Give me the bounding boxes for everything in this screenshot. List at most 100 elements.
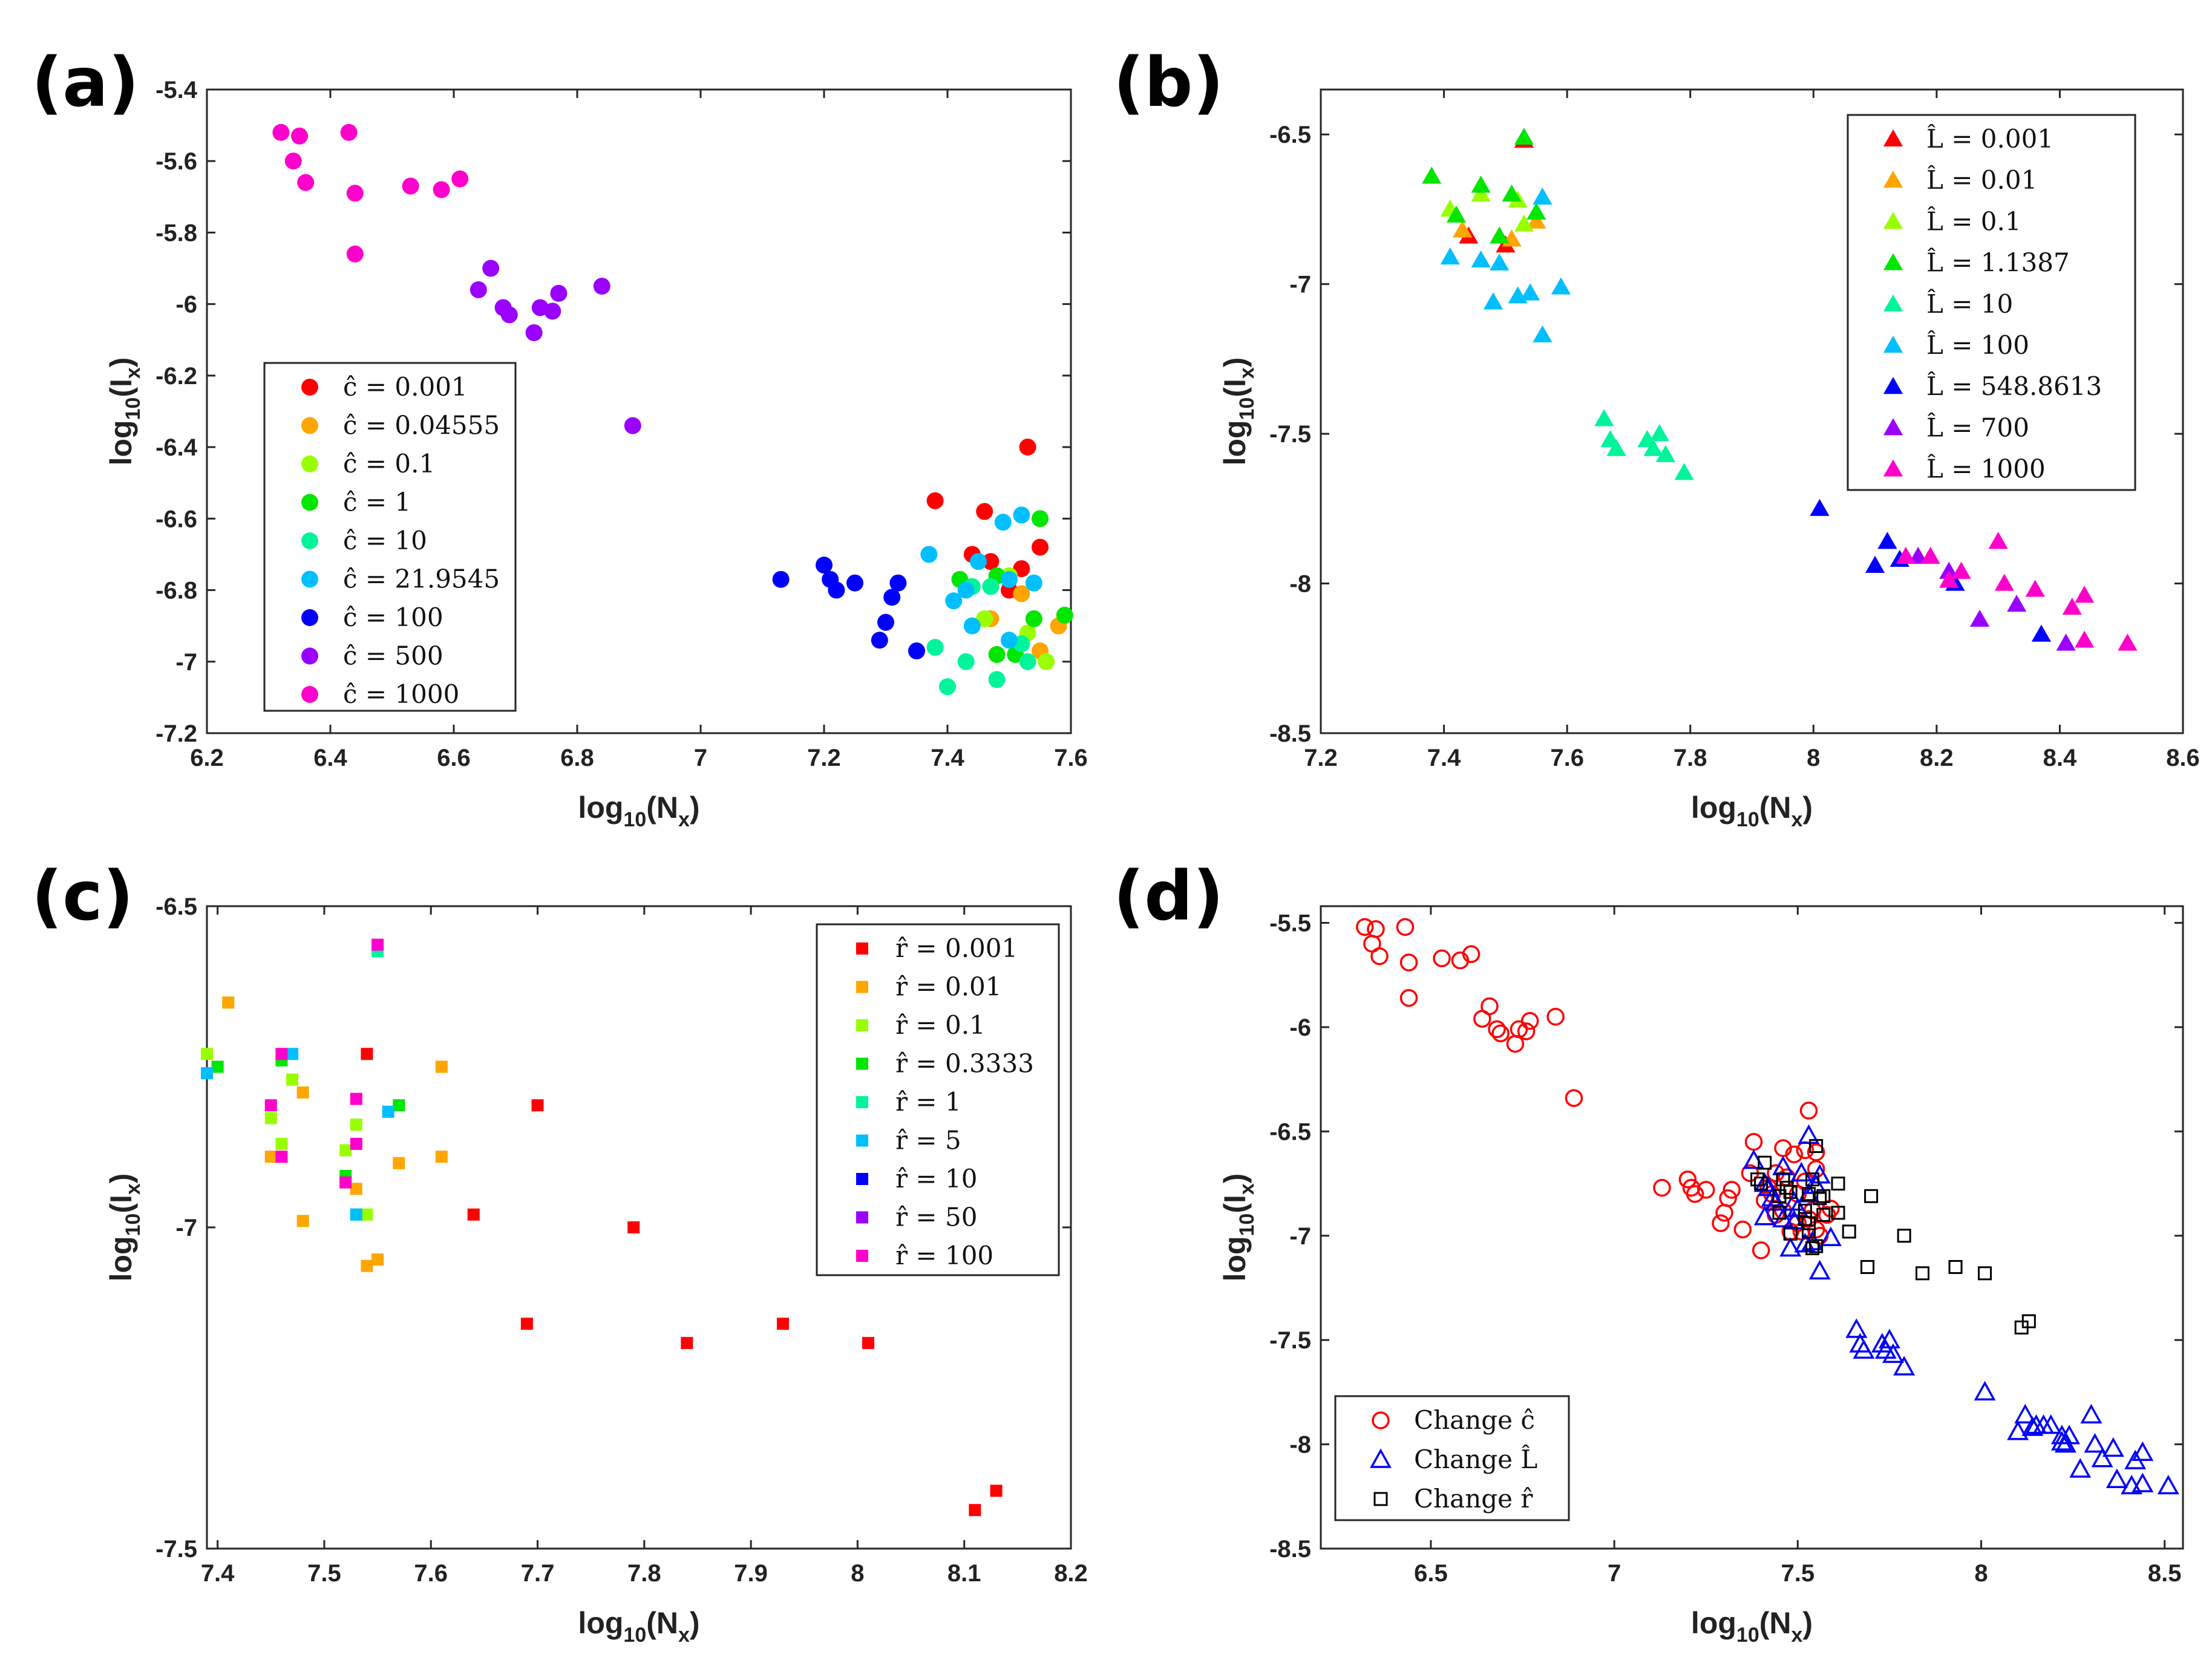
data-point bbox=[969, 1504, 981, 1517]
data-point bbox=[520, 1318, 533, 1330]
data-point bbox=[1653, 1178, 1671, 1197]
legend-entry: ĉ = 0.04555 bbox=[343, 411, 500, 440]
data-point bbox=[222, 996, 235, 1009]
y-axis-label-part: 10 bbox=[1235, 1213, 1258, 1236]
legend-entry: r̂ = 0.001 bbox=[895, 933, 1018, 963]
data-point bbox=[1908, 546, 1928, 564]
data-point bbox=[1882, 1343, 1904, 1363]
legend-entry: L̂ = 10 bbox=[1926, 288, 2013, 319]
data-point bbox=[1643, 439, 1663, 456]
legend-entry: ĉ = 1000 bbox=[343, 679, 459, 709]
x-axis-label: log10(Nx) bbox=[1691, 1606, 1813, 1647]
data-point bbox=[382, 1105, 394, 1118]
data-point bbox=[1939, 561, 1959, 579]
data-point bbox=[350, 1208, 362, 1221]
data-point bbox=[871, 632, 888, 649]
data-point bbox=[1939, 570, 1959, 588]
x-tick-label: 7 bbox=[694, 745, 707, 771]
x-tick-label: 8.2 bbox=[1920, 745, 1954, 771]
data-point bbox=[1686, 1185, 1704, 1203]
data-point bbox=[945, 592, 963, 610]
legend-entry: r̂ = 50 bbox=[895, 1203, 977, 1232]
data-point bbox=[828, 581, 845, 599]
legend-marker bbox=[301, 494, 318, 511]
data-point bbox=[286, 1073, 299, 1086]
y-tick-label: -6 bbox=[1289, 1014, 1311, 1041]
y-axis-label-part: ) bbox=[104, 1174, 138, 1184]
data-point bbox=[994, 514, 1012, 531]
data-point bbox=[339, 1144, 352, 1157]
data-point bbox=[1810, 498, 1830, 516]
data-point bbox=[435, 1151, 448, 1163]
data-point bbox=[908, 642, 925, 660]
data-point bbox=[1520, 1011, 1539, 1030]
y-tick-label: -6 bbox=[175, 292, 197, 318]
data-point bbox=[275, 1151, 288, 1163]
legend-entry: L̂ = 0.01 bbox=[1926, 165, 2037, 195]
x-tick-label: 7.2 bbox=[807, 745, 841, 771]
data-point bbox=[1502, 185, 1522, 202]
legend-marker bbox=[856, 1211, 868, 1224]
data-point bbox=[451, 170, 469, 188]
data-point bbox=[264, 1151, 277, 1163]
y-tick-label: -5.8 bbox=[155, 220, 197, 246]
data-point bbox=[1546, 1007, 1565, 1026]
legend-marker bbox=[1372, 1411, 1390, 1429]
data-point bbox=[1013, 560, 1030, 578]
data-point bbox=[1896, 546, 1916, 564]
panel-label: (d) bbox=[1113, 857, 1224, 936]
data-point bbox=[593, 278, 610, 295]
data-point bbox=[1819, 1226, 1842, 1246]
data-point bbox=[1490, 226, 1510, 244]
data-point bbox=[976, 503, 993, 520]
data-point bbox=[1723, 1181, 1741, 1199]
data-point bbox=[2132, 1441, 2154, 1461]
y-axis-label-part: log bbox=[1218, 420, 1252, 465]
data-point bbox=[340, 123, 358, 141]
x-axis-label-part: x bbox=[678, 808, 690, 831]
legend-marker bbox=[301, 609, 318, 626]
y-tick-label: -5.5 bbox=[1269, 910, 1311, 937]
x-tick-label: 7.8 bbox=[627, 1560, 661, 1587]
legend-marker bbox=[1883, 335, 1903, 353]
legend-entry: Change L̂ bbox=[1414, 1443, 1537, 1474]
x-tick-label: 7.2 bbox=[1304, 745, 1338, 771]
data-point bbox=[1038, 653, 1055, 670]
x-axis-label-part: 10 bbox=[1736, 808, 1759, 831]
x-tick-label: 7 bbox=[1608, 1560, 1621, 1587]
y-axis-label-part: log bbox=[104, 1236, 138, 1281]
x-axis-label-part: 10 bbox=[1736, 1624, 1759, 1647]
data-point bbox=[1878, 1328, 1900, 1348]
x-axis-label: log10(Nx) bbox=[578, 1606, 699, 1647]
data-point bbox=[2025, 580, 2045, 597]
x-tick-label: 7.8 bbox=[1674, 745, 1707, 771]
data-point bbox=[2075, 630, 2095, 648]
x-axis-label-part: log bbox=[578, 791, 623, 825]
data-point bbox=[970, 553, 987, 570]
data-point bbox=[1649, 424, 1669, 442]
data-point bbox=[482, 260, 500, 277]
data-point bbox=[201, 1067, 213, 1080]
legend-entry: L̂ = 1.1387 bbox=[1926, 247, 2070, 278]
chart-panel: (b) 7.2 7.4 7.6 7.8 8 8.2 8.4 8.6 -6.5 -7 -7.5 -8 -8.… bbox=[1113, 44, 2200, 831]
y-axis-label-part: ) bbox=[1218, 1174, 1252, 1184]
legend-marker bbox=[1883, 377, 1903, 394]
data-point bbox=[2056, 633, 2076, 651]
data-point bbox=[1594, 409, 1614, 426]
data-point bbox=[926, 492, 944, 509]
x-tick-label: 8 bbox=[851, 1560, 864, 1587]
data-point bbox=[402, 177, 419, 195]
data-point bbox=[264, 1112, 277, 1125]
data-point bbox=[1893, 1356, 1916, 1376]
legend-marker bbox=[1883, 253, 1903, 270]
data-point bbox=[1526, 211, 1546, 229]
legend-marker bbox=[301, 686, 318, 703]
data-point bbox=[361, 1259, 373, 1272]
data-point bbox=[2118, 633, 2138, 651]
x-axis-label-part: log bbox=[1691, 1606, 1736, 1640]
legend-marker bbox=[301, 647, 318, 665]
legend-entry: r̂ = 0.3333 bbox=[895, 1049, 1034, 1079]
data-point bbox=[1816, 1207, 1831, 1222]
y-axis-label-part: (I bbox=[1218, 1195, 1252, 1213]
data-point bbox=[1808, 1164, 1831, 1184]
